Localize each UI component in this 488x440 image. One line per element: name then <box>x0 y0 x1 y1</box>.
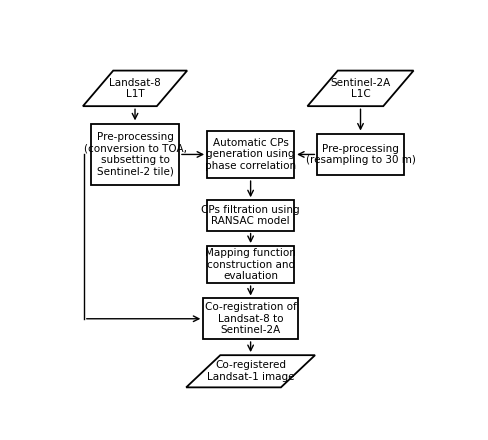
Text: Automatic CPs
generation using
phase correlation: Automatic CPs generation using phase cor… <box>204 138 296 171</box>
Text: CPs filtration using
RANSAC model: CPs filtration using RANSAC model <box>201 205 299 226</box>
Text: Landsat-8
L1T: Landsat-8 L1T <box>109 77 161 99</box>
Polygon shape <box>83 70 187 106</box>
Bar <box>206 200 294 231</box>
Bar <box>203 298 297 339</box>
Polygon shape <box>307 70 413 106</box>
Text: Mapping function
construction and
evaluation: Mapping function construction and evalua… <box>205 248 295 281</box>
Bar <box>91 124 178 185</box>
Bar <box>316 134 403 175</box>
Bar <box>206 246 294 283</box>
Text: Pre-processing
(resampling to 30 m): Pre-processing (resampling to 30 m) <box>305 143 415 165</box>
Text: Pre-processing
(conversion to TOA,
subsetting to
Sentinel-2 tile): Pre-processing (conversion to TOA, subse… <box>83 132 186 177</box>
Polygon shape <box>186 355 314 387</box>
Text: Sentinel-2A
L1C: Sentinel-2A L1C <box>330 77 390 99</box>
Text: Co-registered
Landsat-1 image: Co-registered Landsat-1 image <box>206 360 294 382</box>
Bar <box>206 131 294 178</box>
Text: Co-registration of
Landsat-8 to
Sentinel-2A: Co-registration of Landsat-8 to Sentinel… <box>204 302 296 335</box>
